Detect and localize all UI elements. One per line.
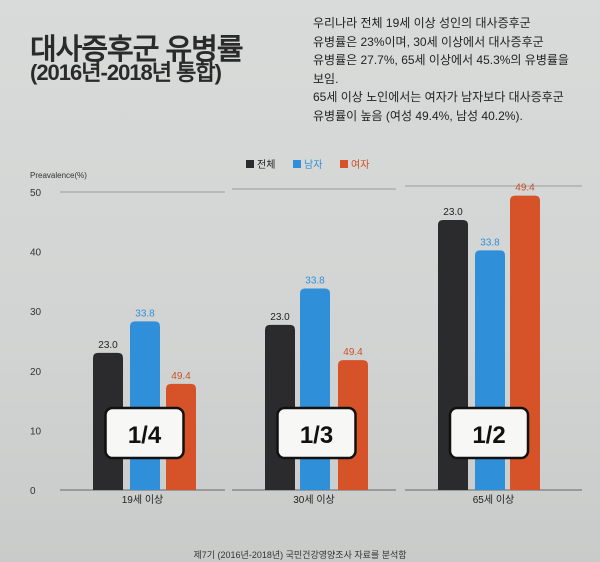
annotation-box: [448, 406, 530, 460]
annotation-text: 1/3: [300, 422, 333, 449]
data-label: 23.0: [98, 340, 118, 351]
category-label: 30세 이상: [293, 494, 335, 506]
data-label: 23.0: [443, 207, 463, 218]
data-label: 49.4: [343, 347, 363, 358]
description-line: 유병률은 23%이며, 30세 이상에서 대사증후군: [313, 34, 544, 49]
page-title: 대사증후군 유병률: [30, 34, 243, 66]
data-label: 49.4: [515, 183, 535, 194]
annotation-text: 1/2: [472, 422, 505, 449]
annotation-text: 1/4: [128, 422, 162, 449]
description-line: 65세 이상 노인에서는 여자가 남자보다 대사증후군: [313, 90, 564, 104]
legend-swatch: [340, 160, 348, 168]
y-tick-label: 10: [30, 426, 42, 437]
annotation-box: [104, 406, 185, 460]
legend-label: 남자: [304, 159, 322, 171]
data-label: 23.0: [270, 312, 290, 323]
legend-label: 여자: [351, 159, 369, 171]
y-tick-label: 50: [30, 188, 42, 199]
category-label: 65세 이상: [473, 494, 515, 506]
y-tick-label: 20: [30, 367, 42, 378]
description-line: 보임.: [313, 71, 339, 86]
bar-남자: [130, 321, 160, 490]
source-note: 제7기 (2016년-2018년) 국민건강영양조사 자료를 분석함: [193, 550, 407, 560]
legend-label: 전체: [257, 159, 275, 171]
annotation-box: [276, 406, 357, 460]
legend-swatch: [246, 160, 254, 168]
description: 우리나라 전체 19세 이상 성인의 대사증후군 유병률은 23%이며, 30세…: [313, 14, 593, 125]
description-line: 유병률은 27.7%, 65세 이상에서 45.3%의 유병률을: [313, 53, 569, 67]
legend-swatch: [293, 160, 301, 168]
data-label: 49.4: [171, 371, 191, 382]
y-tick-label: 40: [30, 248, 42, 259]
data-label: 33.8: [135, 308, 155, 319]
bar-남자: [300, 288, 330, 490]
page-subtitle: (2016년-2018년 통합): [30, 60, 222, 85]
y-tick-label: 30: [30, 307, 42, 318]
description-line: 유병률이 높음 (여성 49.4%, 남성 40.2%).: [313, 108, 523, 123]
description-line: 우리나라 전체 19세 이상 성인의 대사증후군: [313, 16, 531, 30]
category-label: 19세 이상: [122, 494, 164, 506]
data-label: 33.8: [480, 237, 500, 248]
y-tick-label: 0: [30, 486, 36, 497]
y-axis-label: Preavalence(%): [30, 171, 87, 180]
data-label: 33.8: [305, 276, 325, 287]
